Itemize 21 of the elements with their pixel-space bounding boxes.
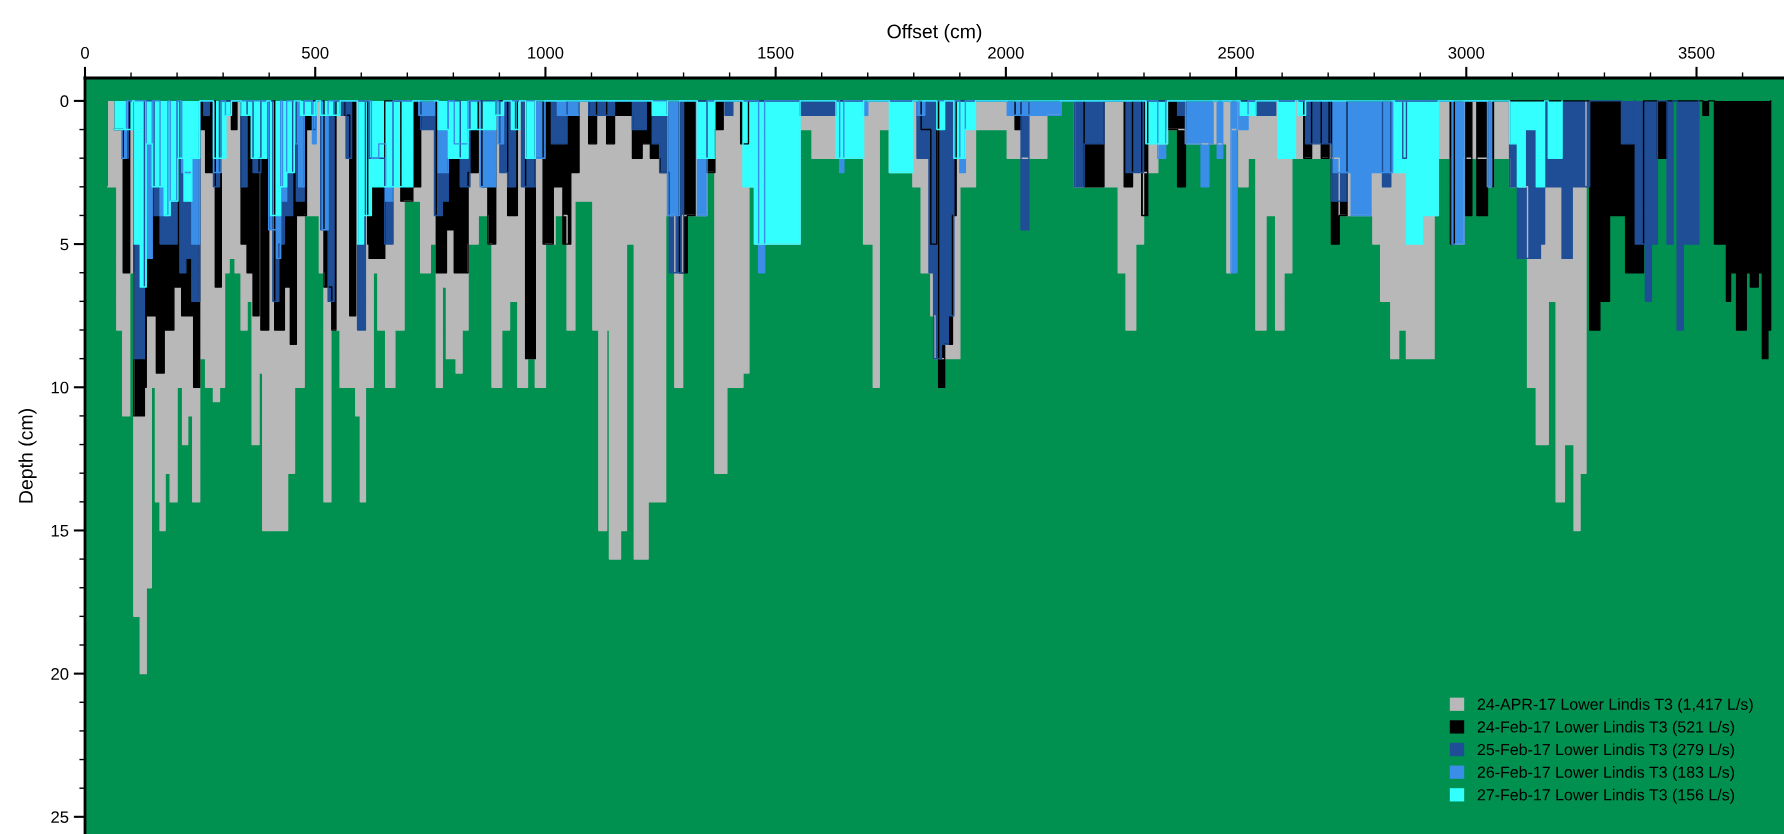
x-axis-title: Offset (cm) [887,24,982,43]
y-tick-label: 5 [60,238,69,251]
x-tick-label: 2000 [988,46,1024,59]
x-tick-label: 1500 [758,46,794,59]
x-tick-label: 1000 [528,46,564,59]
legend-label: 24-APR-17 Lower Lindis T3 (1,417 L/s) [1477,698,1753,714]
y-tick-label: 0 [60,95,69,108]
x-tick-label: 500 [301,46,329,59]
legend-label: 27-Feb-17 Lower Lindis T3 (156 L/s) [1477,788,1735,804]
y-axis-title: Depth (cm) [18,409,37,503]
x-tick-label: 2500 [1218,46,1254,59]
legend-label: 26-Feb-17 Lower Lindis T3 (183 L/s) [1477,766,1735,781]
legend-label: 25-Feb-17 Lower Lindis T3 (279 L/s) [1477,743,1735,759]
y-tick-label: 15 [51,525,69,537]
legend-label: 24-Feb-17 Lower Lindis T3 (521 L/s) [1477,720,1735,736]
x-tick-label: 3000 [1448,46,1485,59]
y-tick-label: 25 [51,811,69,824]
y-tick-label: 10 [51,381,69,394]
y-tick-label: 20 [51,668,69,680]
x-tick-label: 3500 [1678,46,1715,59]
x-tick-label: 0 [81,46,89,59]
